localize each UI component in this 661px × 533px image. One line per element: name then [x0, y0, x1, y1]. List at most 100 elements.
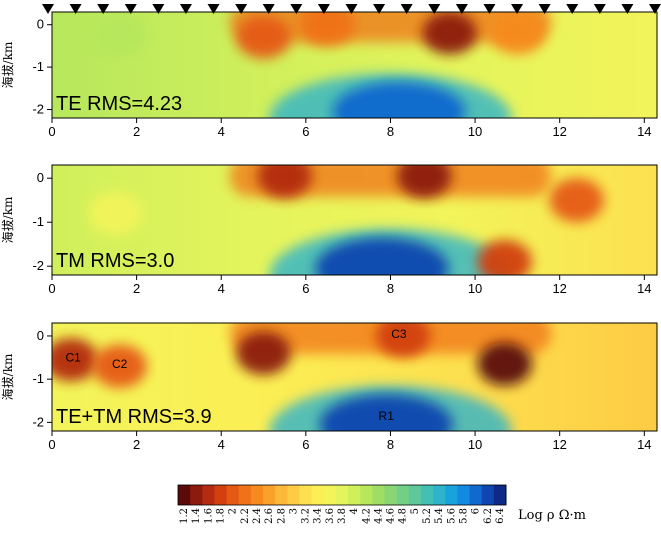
anomaly-6: [319, 394, 453, 431]
anomaly-1: [236, 16, 291, 59]
colorbar-tick-label: 6.4: [495, 508, 506, 524]
station-marker: [207, 4, 220, 14]
station-marker: [290, 4, 303, 14]
panel-rms-label: TM RMS=3.0: [56, 250, 174, 272]
colorbar-swatch: [420, 485, 434, 505]
station-marker: [455, 4, 468, 14]
x-tick-label: 2: [133, 124, 140, 139]
colorbar-swatch: [190, 485, 203, 505]
x-tick-label: 0: [48, 437, 55, 452]
station-marker: [566, 4, 579, 14]
x-tick-label: 4: [218, 124, 225, 139]
colorbar-tick-label: 2.2: [240, 508, 251, 524]
colorbar-swatch: [469, 485, 483, 505]
colorbar-swatch: [311, 485, 325, 505]
colorbar-swatch: [335, 485, 349, 505]
colorbar-swatch: [250, 485, 264, 505]
colorbar-swatch: [348, 485, 361, 505]
colorbar-tick-label: 2.8: [276, 508, 287, 524]
panel-rms-label: TE RMS=4.23: [56, 93, 182, 115]
x-tick-label: 12: [552, 281, 566, 296]
y-tick-label: -1: [32, 59, 44, 74]
x-tick-label: 8: [387, 281, 394, 296]
x-tick-label: 12: [552, 124, 566, 139]
colorbar-swatch: [299, 485, 313, 505]
colorbar-swatch: [263, 485, 276, 505]
station-marker: [649, 4, 661, 14]
colorbar-swatch: [481, 485, 495, 505]
station-marker: [97, 4, 110, 14]
colorbar-swatch: [445, 485, 458, 505]
x-tick-label: 14: [637, 281, 651, 296]
station-marker: [400, 4, 413, 14]
colorbar-swatch: [202, 485, 215, 505]
station-marker: [538, 4, 551, 14]
anomaly-1: [257, 165, 312, 198]
x-tick-label: 6: [302, 281, 309, 296]
station-marker: [152, 4, 165, 14]
anomaly-5: [332, 81, 466, 118]
x-tick-label: 14: [637, 124, 651, 139]
x-tick-label: 0: [48, 124, 55, 139]
anomaly-5: [315, 237, 449, 275]
colorbar-tick-label: 5.2: [422, 508, 433, 524]
anomaly-6: [88, 191, 143, 236]
station-markers: [42, 4, 661, 14]
colorbar-swatch: [287, 485, 300, 505]
station-marker: [69, 4, 82, 14]
colorbar-swatch: [360, 485, 373, 505]
x-tick-label: 12: [552, 437, 566, 452]
y-axis-label: 海拔/km: [0, 41, 15, 88]
colorbar-tick-label: 3: [288, 508, 299, 514]
x-tick-label: 10: [468, 124, 482, 139]
colorbar-swatch: [238, 485, 252, 505]
station-marker: [593, 4, 606, 14]
colorbar-tick-label: 5.8: [458, 508, 469, 524]
y-tick-label: 0: [37, 17, 44, 32]
anomaly-3: [236, 331, 291, 375]
resistivity-field: [52, 165, 657, 275]
colorbar-tick-label: 2.6: [264, 508, 275, 524]
station-marker: [262, 4, 275, 14]
x-tick-label: 10: [468, 281, 482, 296]
anomaly-2: [92, 344, 147, 388]
y-axis-label: 海拔/km: [0, 196, 15, 243]
colorbar-swatch: [433, 485, 446, 505]
colorbar-tick-label: 2.4: [252, 508, 263, 524]
colorbar-tick-label: 3.8: [337, 508, 348, 524]
annotation-c2: C2: [112, 357, 128, 371]
anomaly-1: [52, 338, 99, 382]
annotation-r1: R1: [379, 409, 395, 423]
station-marker: [483, 4, 496, 14]
colorbar-tick-label: 5.4: [434, 508, 445, 524]
x-tick-label: 8: [387, 124, 394, 139]
station-marker: [345, 4, 358, 14]
colorbar-swatch: [178, 485, 191, 505]
y-tick-label: -1: [32, 371, 44, 386]
colorbar-swatch: [493, 485, 507, 505]
colorbar-tick-label: 1.6: [203, 508, 214, 524]
x-tick-label: 2: [133, 437, 140, 452]
colorbar-frame: [177, 484, 507, 506]
annotation-c3: C3: [391, 327, 407, 341]
colorbar-tick-label: 5.6: [446, 508, 457, 524]
x-tick-label: 6: [302, 124, 309, 139]
colorbar-swatch: [275, 485, 288, 505]
station-marker: [179, 4, 192, 14]
anomaly-3: [299, 12, 355, 46]
colorbar-tick-label: 4.6: [386, 508, 397, 524]
station-marker: [373, 4, 386, 14]
colorbar-swatch: [396, 485, 410, 505]
colorbar-swatch: [408, 485, 422, 505]
y-tick-label: -2: [32, 258, 44, 273]
station-marker: [124, 4, 137, 14]
station-marker: [42, 4, 54, 14]
annotation-c1: C1: [65, 351, 81, 365]
y-tick-label: -2: [32, 102, 44, 117]
y-tick-label: -2: [32, 414, 44, 429]
panel-1: 0 2 4 6 8 10 12 14 0 -1 -2 海拔/km TE RMS=4.23: [0, 4, 661, 139]
anomaly-6: [92, 14, 147, 57]
colorbar-tick-label: 3.6: [325, 508, 336, 524]
station-marker: [428, 4, 441, 14]
